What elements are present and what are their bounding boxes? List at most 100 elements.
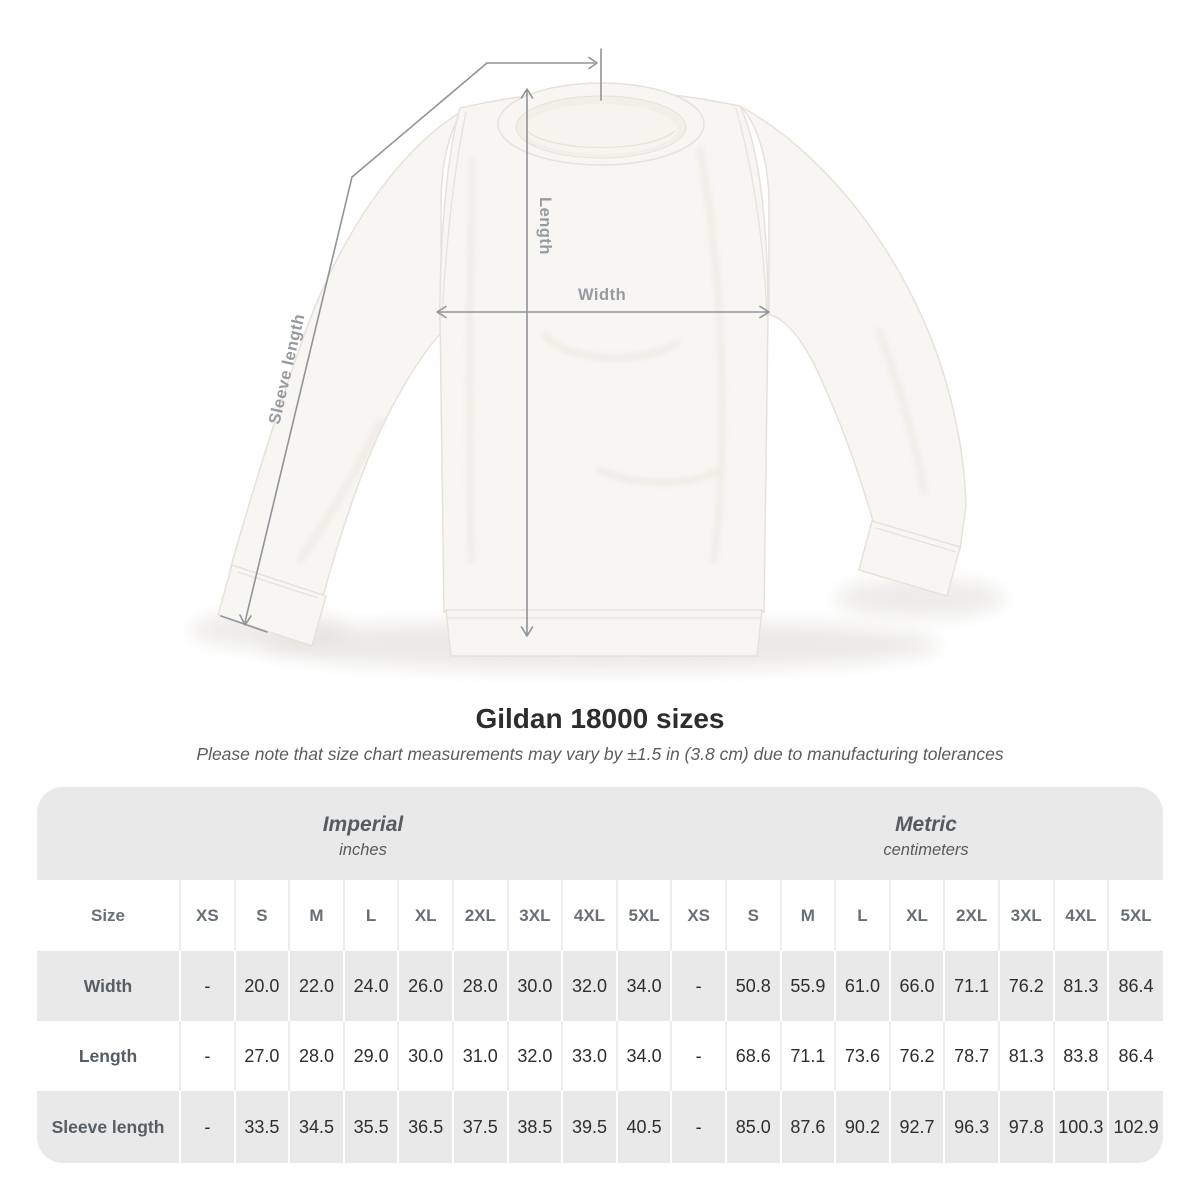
value-cell: 97.8 — [997, 1091, 1054, 1163]
imperial-unit-label: inches — [339, 840, 387, 859]
value-cell: 61.0 — [834, 951, 890, 1021]
value-cell: 28.0 — [288, 1021, 344, 1091]
value-cell: - — [670, 1091, 726, 1163]
garment-seams — [237, 107, 957, 619]
value-cell: 20.0 — [233, 951, 290, 1021]
value-cell: 78.7 — [943, 1021, 999, 1091]
value-cell: 27.0 — [233, 1021, 290, 1091]
tolerance-disclaimer: Please note that size chart measurements… — [196, 744, 1004, 764]
value-cell: 32.0 — [561, 951, 617, 1021]
value-cell: 28.0 — [452, 951, 508, 1021]
value-cell: 33.0 — [561, 1021, 617, 1091]
page-title: Gildan 18000 sizes — [475, 703, 725, 734]
size-col-header: 3XL — [997, 880, 1054, 951]
value-cell: 33.5 — [233, 1091, 290, 1163]
value-cell: 76.2 — [997, 951, 1054, 1021]
length-dimension-label: Length — [536, 197, 554, 255]
size-col-header: L — [834, 880, 890, 951]
value-cell: 29.0 — [342, 1021, 399, 1091]
value-cell: 68.6 — [724, 1021, 781, 1091]
metric-section-header: Metric centimeters — [689, 787, 1163, 880]
length-row: Length - 27.0 28.0 29.0 30.0 31.0 32.0 3… — [37, 1021, 1163, 1091]
value-cell: - — [670, 951, 726, 1021]
value-cell: 81.3 — [1052, 951, 1109, 1021]
value-cell: 32.0 — [506, 1021, 563, 1091]
value-cell: 87.6 — [779, 1091, 836, 1163]
value-cell: 30.0 — [397, 1021, 453, 1091]
sweatshirt-body — [217, 91, 967, 657]
value-cell: 83.8 — [1052, 1021, 1109, 1091]
metric-unit-label: centimeters — [883, 840, 969, 859]
value-cell: 24.0 — [342, 951, 399, 1021]
fabric-folds — [297, 147, 927, 563]
value-cell: - — [670, 1021, 726, 1091]
value-cell: 39.5 — [561, 1091, 617, 1163]
size-chart: Imperial inches Metric centimeters Size … — [37, 787, 1163, 1163]
size-table: Size XS S M L XL 2XL 3XL 4XL 5XL XS S M … — [37, 880, 1163, 1163]
value-cell: 35.5 — [342, 1091, 399, 1163]
value-cell: 22.0 — [288, 951, 344, 1021]
size-col-header: XL — [888, 880, 945, 951]
value-cell: 71.1 — [779, 1021, 836, 1091]
measurement-diagram — [220, 48, 770, 637]
value-cell: 92.7 — [888, 1091, 945, 1163]
size-col-header: L — [342, 880, 399, 951]
value-cell: 81.3 — [997, 1021, 1054, 1091]
size-col-header: XS — [670, 880, 726, 951]
value-cell: 86.4 — [1107, 951, 1163, 1021]
value-cell: 34.0 — [615, 1021, 672, 1091]
value-cell: 50.8 — [724, 951, 781, 1021]
width-row: Width - 20.0 22.0 24.0 26.0 28.0 30.0 32… — [37, 951, 1163, 1021]
size-col-header: M — [779, 880, 836, 951]
value-cell: - — [179, 951, 235, 1021]
size-col-header: 2XL — [943, 880, 999, 951]
metric-label: Metric — [895, 812, 957, 836]
size-col-header: 5XL — [615, 880, 672, 951]
value-cell: 100.3 — [1052, 1091, 1109, 1163]
sleeve-length-row: Sleeve length - 33.5 34.5 35.5 36.5 37.5… — [37, 1091, 1163, 1163]
size-col-header: 4XL — [561, 880, 617, 951]
value-cell: 76.2 — [888, 1021, 945, 1091]
value-cell: 86.4 — [1107, 1021, 1163, 1091]
value-cell: 40.5 — [615, 1091, 672, 1163]
value-cell: 34.0 — [615, 951, 672, 1021]
value-cell: 66.0 — [888, 951, 945, 1021]
value-cell: 38.5 — [506, 1091, 563, 1163]
row-label: Width — [83, 975, 133, 996]
size-col-header: S — [724, 880, 781, 951]
value-cell: - — [179, 1091, 235, 1163]
value-cell: 102.9 — [1107, 1091, 1163, 1163]
value-cell: 31.0 — [452, 1021, 508, 1091]
size-col-header: 2XL — [452, 880, 508, 951]
size-col-header: 5XL — [1107, 880, 1163, 951]
value-cell: 85.0 — [724, 1091, 781, 1163]
size-header-row: Size XS S M L XL 2XL 3XL 4XL 5XL XS S M … — [37, 880, 1163, 951]
row-label: Length — [78, 1045, 138, 1066]
imperial-label: Imperial — [322, 812, 404, 836]
size-col-header: 3XL — [506, 880, 563, 951]
sweatshirt-photo — [190, 48, 1005, 671]
size-col-header: 4XL — [1052, 880, 1109, 951]
value-cell: 34.5 — [288, 1091, 344, 1163]
size-col-header: XL — [397, 880, 453, 951]
value-cell: 37.5 — [452, 1091, 508, 1163]
value-cell: 26.0 — [397, 951, 453, 1021]
value-cell: 96.3 — [943, 1091, 999, 1163]
size-corner-label: Size — [91, 905, 126, 925]
value-cell: - — [179, 1021, 235, 1091]
value-cell: 30.0 — [506, 951, 563, 1021]
row-label: Sleeve length — [51, 1116, 165, 1137]
collar — [497, 82, 705, 166]
value-cell: 36.5 — [397, 1091, 453, 1163]
width-dimension-label: Width — [578, 286, 627, 304]
value-cell: 90.2 — [834, 1091, 890, 1163]
imperial-section-header: Imperial inches — [37, 787, 689, 880]
value-cell: 55.9 — [779, 951, 836, 1021]
value-cell: 73.6 — [834, 1021, 890, 1091]
size-col-header: S — [233, 880, 290, 951]
unit-system-header: Imperial inches Metric centimeters — [37, 787, 1163, 880]
size-col-header: XS — [179, 880, 235, 951]
value-cell: 71.1 — [943, 951, 999, 1021]
size-col-header: M — [288, 880, 344, 951]
